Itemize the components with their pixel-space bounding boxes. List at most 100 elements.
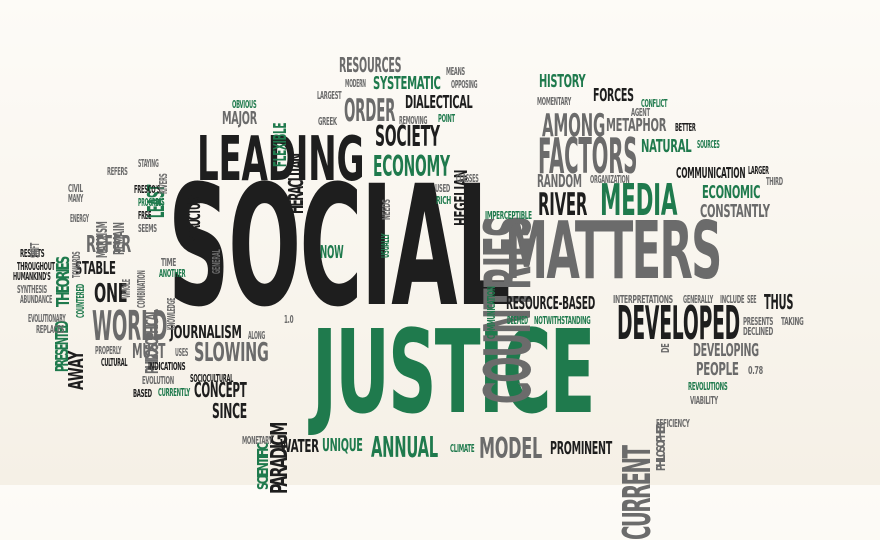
word-water: WATER [280,436,319,458]
word-paradigm: PARADIGM [266,423,293,494]
word-people: PEOPLE [696,359,739,381]
word-media: MEDIA [600,175,678,226]
word-climate: CLIMATE [450,442,475,455]
word-social: SOCIAL [168,150,511,344]
word-along: ALONG [248,329,265,342]
word-staying: STAYING [138,157,159,170]
word-0-78: 0.78 [748,364,763,377]
word-history: HISTORY [539,71,586,93]
word-philosopher: PHILOSOPHER [654,424,670,471]
word-civil: CIVIL [68,182,83,195]
word-flexible: FLEXIBLE [270,122,292,167]
word-evolution: EVOLUTION [142,374,174,387]
word-interpretations: INTERPRETATIONS [613,293,673,306]
word-many: MANY [68,192,84,205]
word-major: MAJOR [222,108,257,130]
word-concept: CONCEPT [194,378,247,403]
word-slowing: SLOWING [194,338,269,369]
word-society: SOCIETY [375,120,440,154]
word-evolutionary: EVOLUTIONARY [28,312,66,325]
word-larger: LARGER [748,164,769,177]
word-sociocultural: SOCIOCULTURAL [190,372,234,385]
word-conflict: CONFLICT [641,97,668,110]
word-general: GENERAL [210,249,223,274]
word-must: MUST [132,339,166,364]
word-shift: SHIFT [28,242,44,258]
word-sources: SOURCES [697,138,720,151]
word-taking: TAKING [781,315,804,328]
word-cloud: SOCIAL JUSTICE MATTERS LEADING COUNTRIES FACT… [13,53,804,540]
word-energy: ENERGY [70,212,89,225]
word-current: CURRENT [614,446,660,540]
word-away: AWAY [64,350,89,390]
word-since: SINCE [212,399,247,424]
word-opposing: OPPOSING [451,78,478,91]
word-needs: NEEDS [380,199,393,220]
word-third: THIRD [766,175,783,188]
word-annual: ANNUAL [371,431,438,465]
word-synthesis: SYNTHESIS [17,283,47,296]
word-dialectical: DIALECTICAL [405,92,473,114]
word-viability: VIABILITY [690,394,718,407]
word-uses: USES [175,346,189,359]
word-among: AMONG [542,107,606,144]
word-rivers: RIVERS [157,173,170,194]
word-leading: LEADING [197,124,365,196]
word-presents: PRESENTS [743,315,774,328]
word-fresco-s: FRESCO'S [134,183,161,196]
word-whole: WHOLE [120,279,133,298]
word-free: FREE [138,209,152,222]
word-matters: MATTERS [505,203,722,297]
word-1-0: 1.0 [284,313,294,326]
word-refers: REFERS [107,165,128,178]
word-random: RANDOM [537,171,582,193]
word-time: TIME [161,256,176,269]
word-cultural: CULTURAL [101,356,128,369]
word-river: RIVER [538,186,588,223]
word-natural: NATURAL [641,136,692,158]
word-order: ORDER [344,92,396,129]
word-humankind-s: HUMANKIND'S [13,270,51,283]
word-abundance: ABUNDANCE [20,293,53,306]
word-marxism: MARXISM [92,221,111,258]
word-economic: ECONOMIC [702,182,761,204]
word-declined: DECLINED [743,325,773,338]
word-journalism: JOURNALISM [170,322,242,344]
word-resources: RESOURCES [339,53,402,78]
word-progress: PROGRESS [138,196,165,209]
word-metaphor: METAPHOR [606,115,667,137]
word-properly: PROPERLY [95,344,122,357]
word-modern: MODERN [345,77,366,90]
word-point: POINT [438,112,455,125]
word-another: ANOTHER [159,267,186,280]
word-forces: FORCES [593,85,634,107]
word-unique: UNIQUE [322,435,363,457]
word-based: BASED [133,387,152,400]
word-structure: STRUCTURE [184,193,206,242]
word-world: WORLD [92,302,168,351]
word-resource-based: RESOURCE-BASED [506,293,596,315]
word-momentary: MOMENTARY [537,95,571,108]
word-one: ONE [94,279,128,310]
word-results: RESULTS [20,247,45,260]
word-currently: CURRENTLY [158,386,190,399]
word-efficiency: EFFICIENCY [656,417,690,430]
word-seems: SEEMS [138,222,157,235]
word-indications: INDICATIONS [148,360,186,373]
word-see: SEE [747,293,757,306]
word-scientific: SCIENTIFIC [253,443,272,490]
word-countered: COUNTERED [74,284,87,318]
word-generally: GENERALLY [683,293,713,306]
word-systematic: SYSTEMATIC [373,73,441,95]
word-better: BETTER [675,121,696,134]
word-factors: FACTORS [538,129,638,186]
word-deemed: DEEMED [507,314,528,327]
word-communication: COMMUNICATION [485,286,498,339]
word-towards: TOWARDS [70,251,83,278]
word-communication: COMMUNICATION [676,163,746,182]
word-usually: USUALLY [379,233,392,258]
word-now: NOW [320,242,344,264]
word-include: INCLUDE [720,293,745,306]
word-greek: GREEK [318,115,337,128]
word-notwithstanding: NOTWITHSTANDING [534,314,591,327]
